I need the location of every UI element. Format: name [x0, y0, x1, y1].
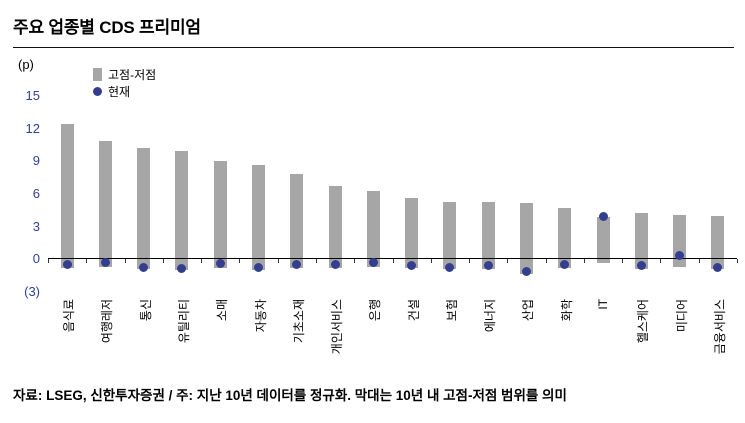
axis-tick: [162, 259, 164, 264]
current-dot: [636, 261, 646, 271]
axis-tick: [86, 259, 88, 264]
x-category-label: 유틸리티: [176, 299, 191, 344]
range-bar: [519, 202, 533, 274]
range-bar: [252, 164, 266, 271]
y-tick-label: (3): [24, 284, 40, 299]
axis-tick: [469, 259, 471, 264]
current-dot: [215, 259, 225, 269]
current-dot: [598, 212, 608, 222]
y-tick-label: 0: [32, 251, 40, 267]
x-category-label: IT: [596, 299, 611, 310]
range-bar: [328, 186, 342, 269]
axis-tick: [315, 259, 317, 264]
y-tick-label: 15: [25, 88, 40, 103]
x-category-label: 금융서비스: [712, 299, 727, 355]
range-bar: [405, 198, 419, 269]
x-category-label: 통신: [138, 299, 153, 322]
x-category-label: 헬스케어: [636, 299, 651, 344]
current-dot: [407, 261, 417, 271]
y-tick-label: 9: [32, 153, 40, 169]
axis-tick: [583, 259, 585, 264]
current-dot: [139, 262, 149, 272]
range-bar: [558, 208, 572, 269]
current-dot: [521, 266, 531, 276]
current-legend-label: 현재: [108, 85, 131, 99]
axis-tick: [430, 259, 432, 264]
x-category-label: 에너지: [483, 299, 498, 333]
range-legend-swatch: [93, 68, 102, 81]
y-tick-label: 3: [32, 218, 40, 234]
range-bar: [443, 201, 457, 270]
x-category-label: 자동차: [253, 299, 268, 333]
current-dot: [675, 250, 685, 260]
chart-title: 주요 업종별 CDS 프리미엄: [13, 13, 734, 48]
range-bar: [60, 124, 74, 269]
x-category-label: 개인서비스: [330, 299, 345, 355]
range-bar: [175, 150, 189, 271]
x-category-label: 화학: [559, 299, 574, 322]
legend-item-range: 고점-저점: [93, 66, 156, 83]
current-dot: [330, 260, 340, 270]
range-bar: [481, 201, 495, 270]
y-tick-label: 6: [32, 186, 40, 201]
source-note: 자료: LSEG, 신한투자증권 / 주: 지난 10년 데이터를 정규화. 막…: [13, 388, 567, 403]
x-category-label: 음식료: [62, 299, 77, 333]
axis-tick: [392, 259, 394, 264]
axis-tick: [48, 259, 49, 264]
x-category-label: 여행레저: [100, 299, 115, 344]
axis-tick: [698, 259, 700, 264]
x-category-label: 보험: [444, 299, 459, 322]
range-bar: [137, 148, 151, 270]
range-bar: [290, 174, 304, 269]
x-category-label: 기초소재: [291, 299, 306, 344]
current-dot: [62, 260, 72, 270]
current-dot: [560, 260, 570, 270]
current-dot: [177, 263, 187, 273]
x-category-label: 산업: [521, 299, 536, 322]
current-dot: [445, 262, 455, 272]
axis-tick: [545, 259, 547, 264]
current-dot: [100, 258, 110, 268]
zero-axis-line: [48, 258, 737, 260]
x-category-label: 은행: [368, 299, 383, 322]
axis-tick: [277, 259, 279, 264]
range-bar: [634, 212, 648, 270]
axis-tick: [660, 259, 662, 264]
current-dot: [254, 262, 264, 272]
current-dot: [483, 261, 493, 271]
axis-tick: [737, 259, 738, 264]
current-legend-dot-icon: [93, 87, 102, 96]
x-category-label: 소매: [215, 299, 230, 322]
axis-tick: [239, 259, 241, 264]
x-category-label: 건설: [406, 299, 421, 322]
current-dot: [713, 262, 723, 272]
range-legend-label: 고점-저점: [108, 68, 157, 82]
range-bar: [366, 190, 380, 268]
legend-item-current: 현재: [93, 83, 156, 100]
axis-tick: [622, 259, 624, 264]
range-bar: [98, 140, 112, 268]
range-bar: [596, 216, 610, 263]
axis-tick: [201, 259, 203, 264]
range-bar: [213, 161, 227, 269]
axis-tick: [507, 259, 509, 264]
x-category-label: 미디어: [674, 299, 689, 333]
current-dot: [292, 260, 302, 270]
current-dot: [368, 258, 378, 268]
axis-tick: [354, 259, 356, 264]
axis-tick: [124, 259, 126, 264]
chart-legend: 고점-저점 현재: [93, 66, 156, 100]
y-tick-label: 12: [25, 120, 40, 136]
y-axis-unit-label: (p): [18, 57, 34, 72]
range-bar: [711, 215, 725, 270]
